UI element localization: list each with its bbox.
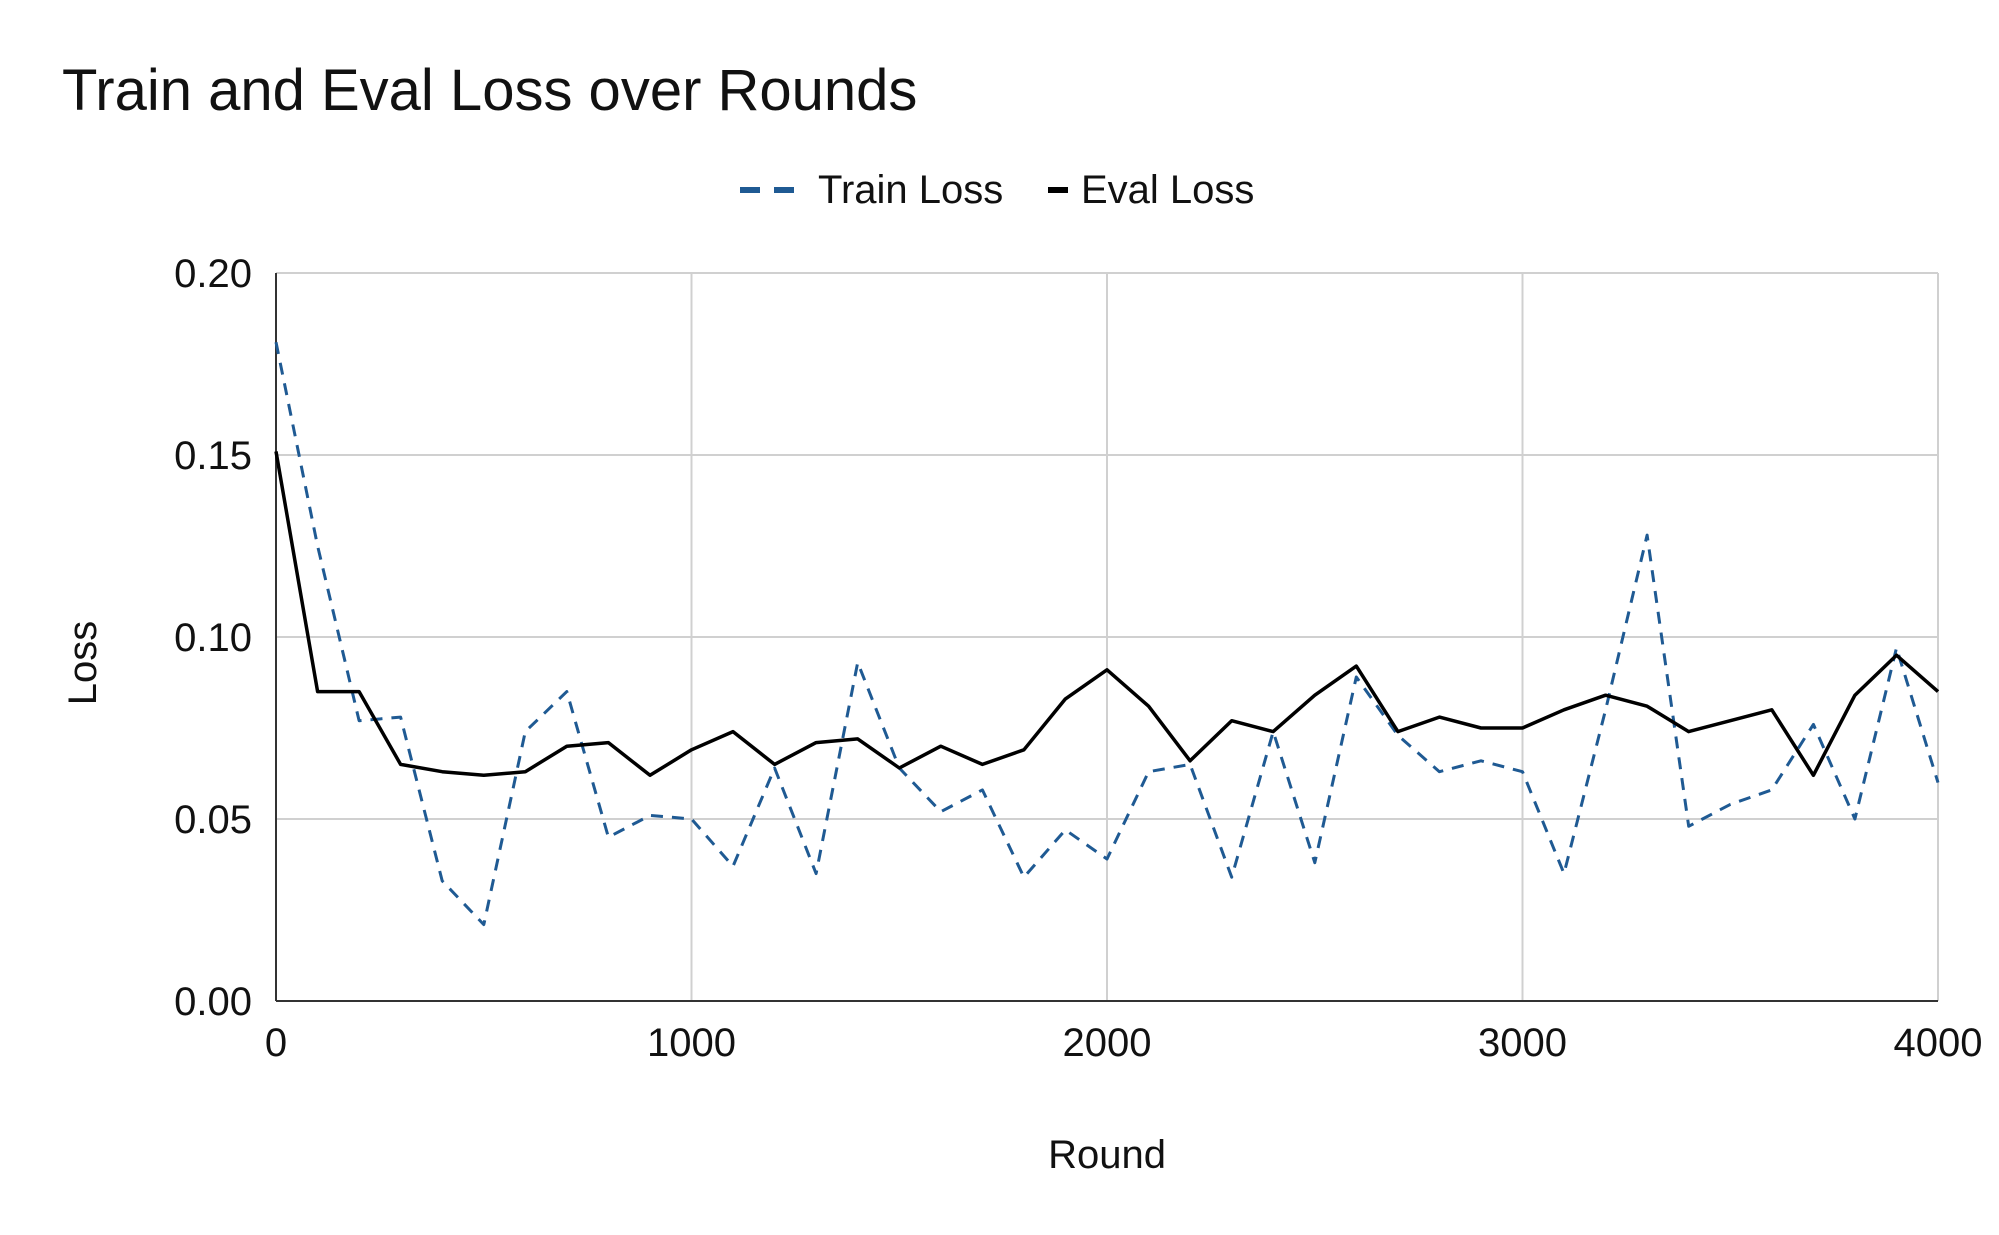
y-axis-ticks: 0.00 0.05 0.10 0.15 0.20 xyxy=(174,252,252,1024)
y-tick-label: 0.15 xyxy=(174,434,252,478)
grid xyxy=(276,272,1939,1001)
x-tick-label: 1000 xyxy=(647,1021,736,1065)
legend: Train Loss Eval Loss xyxy=(740,168,1254,212)
series-line-eval-loss xyxy=(274,451,1940,778)
chart-title: Train and Eval Loss over Rounds xyxy=(62,58,917,123)
y-tick-label: 0.05 xyxy=(174,798,252,842)
x-tick-label: 4000 xyxy=(1894,1021,1983,1065)
x-axis-ticks: 0 1000 2000 3000 4000 xyxy=(265,1021,1983,1065)
x-tick-label: 0 xyxy=(265,1021,287,1065)
legend-label-eval-loss: Eval Loss xyxy=(1081,168,1254,212)
series-line-train-loss xyxy=(274,341,1940,927)
series-layer xyxy=(274,341,1940,927)
x-tick-label: 2000 xyxy=(1063,1021,1152,1065)
legend-label-train-loss: Train Loss xyxy=(818,168,1003,212)
x-axis-label: Round xyxy=(1048,1133,1166,1177)
y-tick-label: 0.10 xyxy=(174,616,252,660)
y-tick-label: 0.00 xyxy=(174,980,252,1024)
x-tick-label: 3000 xyxy=(1478,1021,1567,1065)
y-axis-label: Loss xyxy=(61,621,105,706)
y-tick-label: 0.20 xyxy=(174,252,252,296)
axes xyxy=(275,273,1938,1002)
